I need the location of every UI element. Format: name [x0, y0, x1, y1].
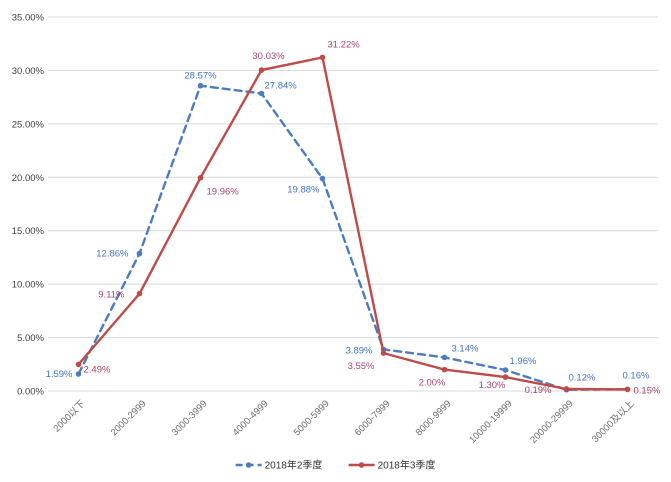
- data-point-marker: [75, 361, 82, 368]
- data-point-marker: [258, 90, 265, 97]
- data-label: 9.11%: [98, 290, 125, 301]
- legend-dot-marker-icon: [245, 462, 252, 468]
- data-label: 30.03%: [252, 51, 285, 62]
- data-label: 31.22%: [328, 39, 361, 50]
- data-label: 2.00%: [419, 378, 446, 389]
- data-label: 27.84%: [265, 81, 298, 92]
- data-label: 3.14%: [452, 343, 479, 354]
- legend-dot-marker-icon: [358, 462, 365, 468]
- x-axis-tick-label: 2000以下: [51, 398, 87, 434]
- x-axis-tick-label: 3000-3999: [170, 398, 210, 438]
- data-point-marker: [136, 290, 143, 297]
- legend: 2018年2季度 2018年3季度: [235, 459, 436, 472]
- series-line-q3: [77, 56, 629, 391]
- data-label: 19.96%: [207, 187, 240, 198]
- y-axis-tick-label: 35.00%: [12, 13, 45, 24]
- x-axis-tick-label: 2000-2999: [109, 398, 149, 438]
- x-axis-tick-label: 8000-9999: [414, 398, 454, 438]
- data-label: 3.89%: [346, 345, 373, 356]
- legend-item-q2: 2018年2季度: [235, 459, 323, 472]
- y-axis-tick-label: 15.00%: [12, 226, 45, 237]
- x-axis-tick-label: 10000-19999: [467, 398, 514, 445]
- data-label: 0.19%: [525, 385, 552, 396]
- data-label: 12.86%: [96, 249, 129, 260]
- data-point-marker: [624, 386, 631, 393]
- data-point-marker: [75, 371, 82, 377]
- data-label: 3.55%: [348, 361, 375, 372]
- data-point-marker: [136, 250, 143, 257]
- x-axis-tick-label: 30000及以上: [590, 398, 637, 445]
- y-axis-tick-label: 20.00%: [12, 173, 45, 184]
- data-point-marker: [319, 175, 326, 182]
- y-axis-tick-label: 0.00%: [17, 387, 44, 398]
- y-axis-tick-label: 30.00%: [12, 66, 45, 77]
- data-point-marker: [258, 67, 265, 73]
- x-axis-tick-label: 6000-7999: [353, 398, 393, 438]
- data-point-marker: [502, 374, 509, 380]
- x-axis-tick-label: 4000-4999: [231, 398, 271, 438]
- y-axis-tick-label: 25.00%: [12, 119, 45, 130]
- legend-label: 2018年3季度: [378, 459, 436, 472]
- data-label: 19.88%: [287, 185, 320, 196]
- data-label: 0.15%: [634, 385, 661, 396]
- data-label: 0.16%: [623, 370, 650, 381]
- series-line-q2: [77, 84, 629, 391]
- data-point-marker: [441, 366, 448, 373]
- y-axis-tick-label: 10.00%: [12, 280, 45, 291]
- y-axis-tick-label: 5.00%: [17, 333, 44, 344]
- data-point-marker: [380, 350, 387, 356]
- data-point-marker: [197, 82, 204, 89]
- data-point-marker: [502, 367, 509, 373]
- data-label: 1.96%: [510, 356, 537, 367]
- legend-label: 2018年2季度: [265, 459, 323, 472]
- data-label: 28.57%: [184, 71, 217, 82]
- data-label: 0.12%: [569, 373, 596, 384]
- data-point-marker: [441, 354, 448, 361]
- data-point-marker: [563, 386, 570, 392]
- data-label: 1.30%: [479, 380, 506, 391]
- data-point-marker: [319, 54, 326, 61]
- x-axis-tick-label: 20000-29999: [528, 398, 575, 445]
- data-label: 1.59%: [46, 369, 73, 380]
- data-point-marker: [197, 174, 204, 181]
- x-axis-tick-label: 5000-5999: [292, 398, 332, 438]
- data-label: 2.49%: [84, 364, 111, 375]
- legend-item-q3: 2018年3季度: [348, 459, 436, 472]
